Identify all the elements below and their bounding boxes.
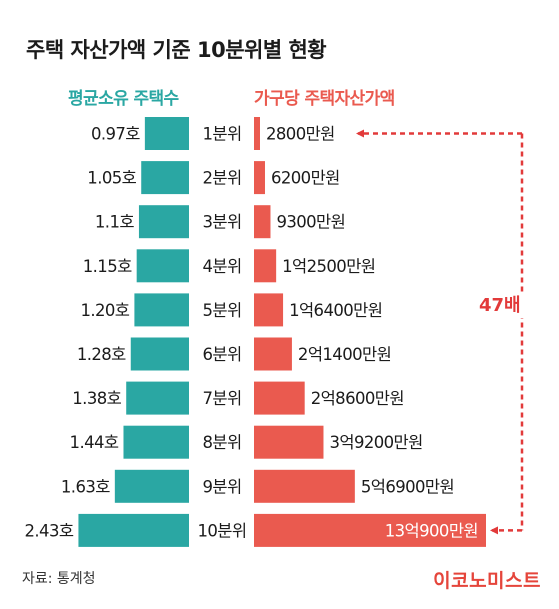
ratio-annotation: 47배 [479,295,521,316]
asset-value-bar [254,513,486,547]
left-column-header: 평균소유 주택수 [68,89,179,109]
asset-value-bar [254,337,292,371]
asset-value-bar [254,293,284,327]
holdings-label: 1.44호 [70,433,119,452]
decile-label: 6분위 [202,345,241,364]
asset-value-label: 9300만원 [276,213,345,232]
holdings-label: 0.97호 [91,125,140,144]
asset-value-label: 5억6900만원 [361,477,454,496]
decile-label: 5분위 [202,301,241,320]
holdings-bar [134,293,189,327]
decile-label: 3분위 [202,213,241,232]
holdings-bar [130,337,189,371]
asset-value-label: 1억2500만원 [282,257,375,276]
asset-value-label: 2800만원 [266,125,335,144]
right-column-header: 가구당 주택자산가액 [254,89,395,109]
holdings-label: 1.05호 [87,169,136,188]
decile-label: 8분위 [202,433,241,452]
holdings-label: 1.15호 [83,257,132,276]
asset-value-bar [254,381,305,415]
decile-label: 10분위 [198,521,247,540]
decile-label: 2분위 [202,169,241,188]
holdings-label: 1.1호 [95,213,134,232]
holdings-bar [126,381,189,415]
asset-value-bar [254,249,277,283]
asset-value-bar [254,117,260,150]
chart-title: 주택 자산가액 기준 10분위별 현황 [26,38,327,62]
holdings-bar [114,469,189,503]
asset-value-bar [254,205,271,239]
holdings-label: 1.63호 [61,477,110,496]
asset-value-label: 1억6400만원 [289,301,382,320]
asset-value-label: 2억1400만원 [298,345,391,364]
decile-label: 4분위 [202,257,241,276]
asset-value-bar [254,425,324,459]
holdings-label: 1.20호 [80,301,129,320]
holdings-bar [78,513,189,547]
asset-value-label: 13억900만원 [385,521,478,540]
brand-logo: 이코노미스트 [433,570,541,592]
holdings-bar [141,161,189,195]
asset-value-label: 2억8600만원 [311,389,404,408]
asset-value-bar [254,469,355,503]
holdings-bar [123,425,189,459]
asset-value-bar [254,161,265,195]
holdings-label: 1.38호 [72,389,121,408]
holdings-bar [144,117,189,150]
ratio-label-backdrop [474,292,530,318]
holdings-label: 2.43호 [25,521,74,540]
asset-value-label: 3억9200만원 [329,433,422,452]
holdings-label: 1.28호 [77,345,126,364]
holdings-bar [136,249,189,283]
decile-label: 7분위 [202,389,241,408]
holdings-bar [138,205,189,239]
decile-label: 1분위 [202,125,241,144]
source-note: 자료: 통계청 [22,571,96,587]
asset-value-label: 6200만원 [271,169,340,188]
decile-label: 9분위 [202,477,241,496]
